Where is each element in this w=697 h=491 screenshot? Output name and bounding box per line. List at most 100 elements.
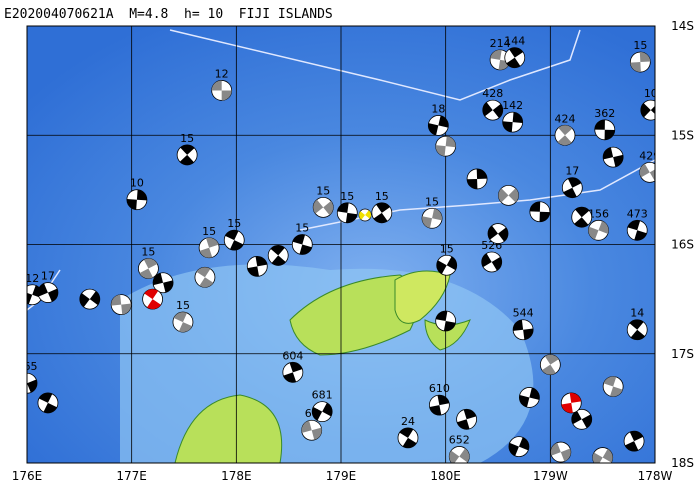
- focal-mechanism: [246, 255, 268, 277]
- quadrant: [498, 188, 519, 203]
- x-tick-label: 179E: [326, 469, 357, 483]
- focal-mechanism: [626, 219, 648, 241]
- quadrant: [196, 267, 214, 288]
- y-tick-label: 18S: [671, 456, 694, 470]
- focal-mechanism: [301, 419, 323, 441]
- quadrant: [592, 448, 613, 463]
- quadrant: [270, 245, 286, 266]
- depth-label: 15: [180, 132, 194, 145]
- quadrant: [574, 207, 590, 228]
- focal-mechanism: [456, 408, 478, 430]
- quadrant: [519, 387, 540, 408]
- quadrant: [571, 410, 592, 429]
- quadrant: [467, 168, 488, 189]
- focal-mechanism: [311, 401, 333, 423]
- quadrant: [139, 258, 158, 279]
- island: [394, 270, 451, 324]
- focal-mechanism: [110, 294, 132, 315]
- quadrant: [561, 392, 582, 413]
- quadrant: [506, 47, 524, 68]
- depth-label: 12: [215, 67, 229, 80]
- focal-mechanism: [592, 447, 614, 463]
- focal-mechanism: [502, 111, 524, 133]
- quadrant: [312, 402, 333, 421]
- depth-label: 15: [440, 242, 454, 255]
- frame: [26, 25, 656, 464]
- focal-mechanism: [481, 251, 503, 273]
- x-tick-label: 178E: [221, 469, 252, 483]
- x-tick-label: 180E: [430, 469, 461, 483]
- focal-mechanism: [435, 310, 457, 332]
- focal-mechanism: [519, 387, 540, 408]
- quadrant: [550, 442, 571, 462]
- depth-label: 15: [633, 39, 647, 52]
- focal-mechanism: [126, 189, 148, 211]
- x-tick-label: 179W: [533, 469, 568, 483]
- quadrant: [640, 103, 655, 118]
- quadrant: [625, 431, 644, 452]
- focal-mechanism: [623, 430, 645, 452]
- quadrant: [292, 234, 312, 255]
- quadrant: [313, 199, 334, 216]
- depth-label: 142: [502, 99, 523, 112]
- focal-mechanism: [267, 245, 289, 266]
- depth-label: 362: [594, 107, 615, 120]
- focal-mechanism: [312, 196, 334, 218]
- quadrant: [179, 144, 195, 165]
- focal-mechanism: [629, 51, 651, 73]
- focal-mechanism: [561, 177, 583, 199]
- depth-label: 428: [482, 87, 503, 100]
- depth-label: 15: [295, 222, 309, 235]
- focal-mechanism: [397, 427, 419, 449]
- focal-mechanism: [37, 392, 59, 414]
- focal-mechanism: [371, 202, 393, 224]
- quadrant: [488, 225, 508, 242]
- depth-label: 18: [431, 102, 445, 115]
- focal-mechanism: [27, 372, 38, 394]
- focal-mechanism: [639, 161, 655, 183]
- focal-mechanism: [142, 288, 164, 310]
- depth-label: 165: [17, 360, 38, 373]
- focal-mechanism: [560, 392, 582, 414]
- focal-mechanism: [428, 394, 450, 416]
- x-tick-label: 178W: [638, 469, 673, 483]
- focal-mechanism: [79, 288, 101, 310]
- depth-label: 424: [554, 112, 575, 125]
- depth-label: 24: [401, 415, 415, 428]
- quadrant: [399, 427, 417, 448]
- quadrant: [153, 273, 174, 293]
- focal-mechanism: [223, 229, 245, 251]
- depth-label: 610: [429, 382, 450, 395]
- focal-mechanism: [282, 361, 304, 383]
- quadrant: [199, 237, 219, 258]
- focal-mechanism: [504, 47, 526, 69]
- quadrant: [557, 125, 573, 146]
- y-tick-label: 16S: [671, 238, 694, 252]
- focal-mechanism: [211, 80, 233, 101]
- depth-label: 67: [305, 407, 319, 420]
- focal-mechanism: [138, 258, 159, 279]
- quadrant: [630, 52, 651, 73]
- quadrant: [247, 256, 268, 277]
- quadrant: [529, 201, 550, 222]
- depth-label: 544: [513, 307, 534, 320]
- quadrant: [283, 362, 303, 383]
- quadrant: [449, 448, 470, 463]
- focal-mechanism: [176, 144, 198, 166]
- quadrant: [126, 189, 147, 210]
- focal-mechanism: [152, 272, 174, 294]
- depth-label: 473: [627, 207, 648, 220]
- quadrant: [541, 354, 559, 375]
- depth-label: 214: [490, 37, 511, 50]
- focal-mechanism: [198, 237, 220, 259]
- focal-mechanism: [602, 146, 624, 168]
- quadrant: [373, 202, 391, 223]
- depth-label: 15: [227, 217, 241, 230]
- depth-label: 15: [340, 190, 354, 203]
- y-tick-label: 15S: [671, 128, 694, 142]
- quadrant: [502, 112, 523, 133]
- quadrant: [173, 312, 193, 333]
- title: E202004070621A M=4.8 h= 10 FIJI ISLANDS: [4, 7, 333, 22]
- quadrant: [359, 210, 372, 220]
